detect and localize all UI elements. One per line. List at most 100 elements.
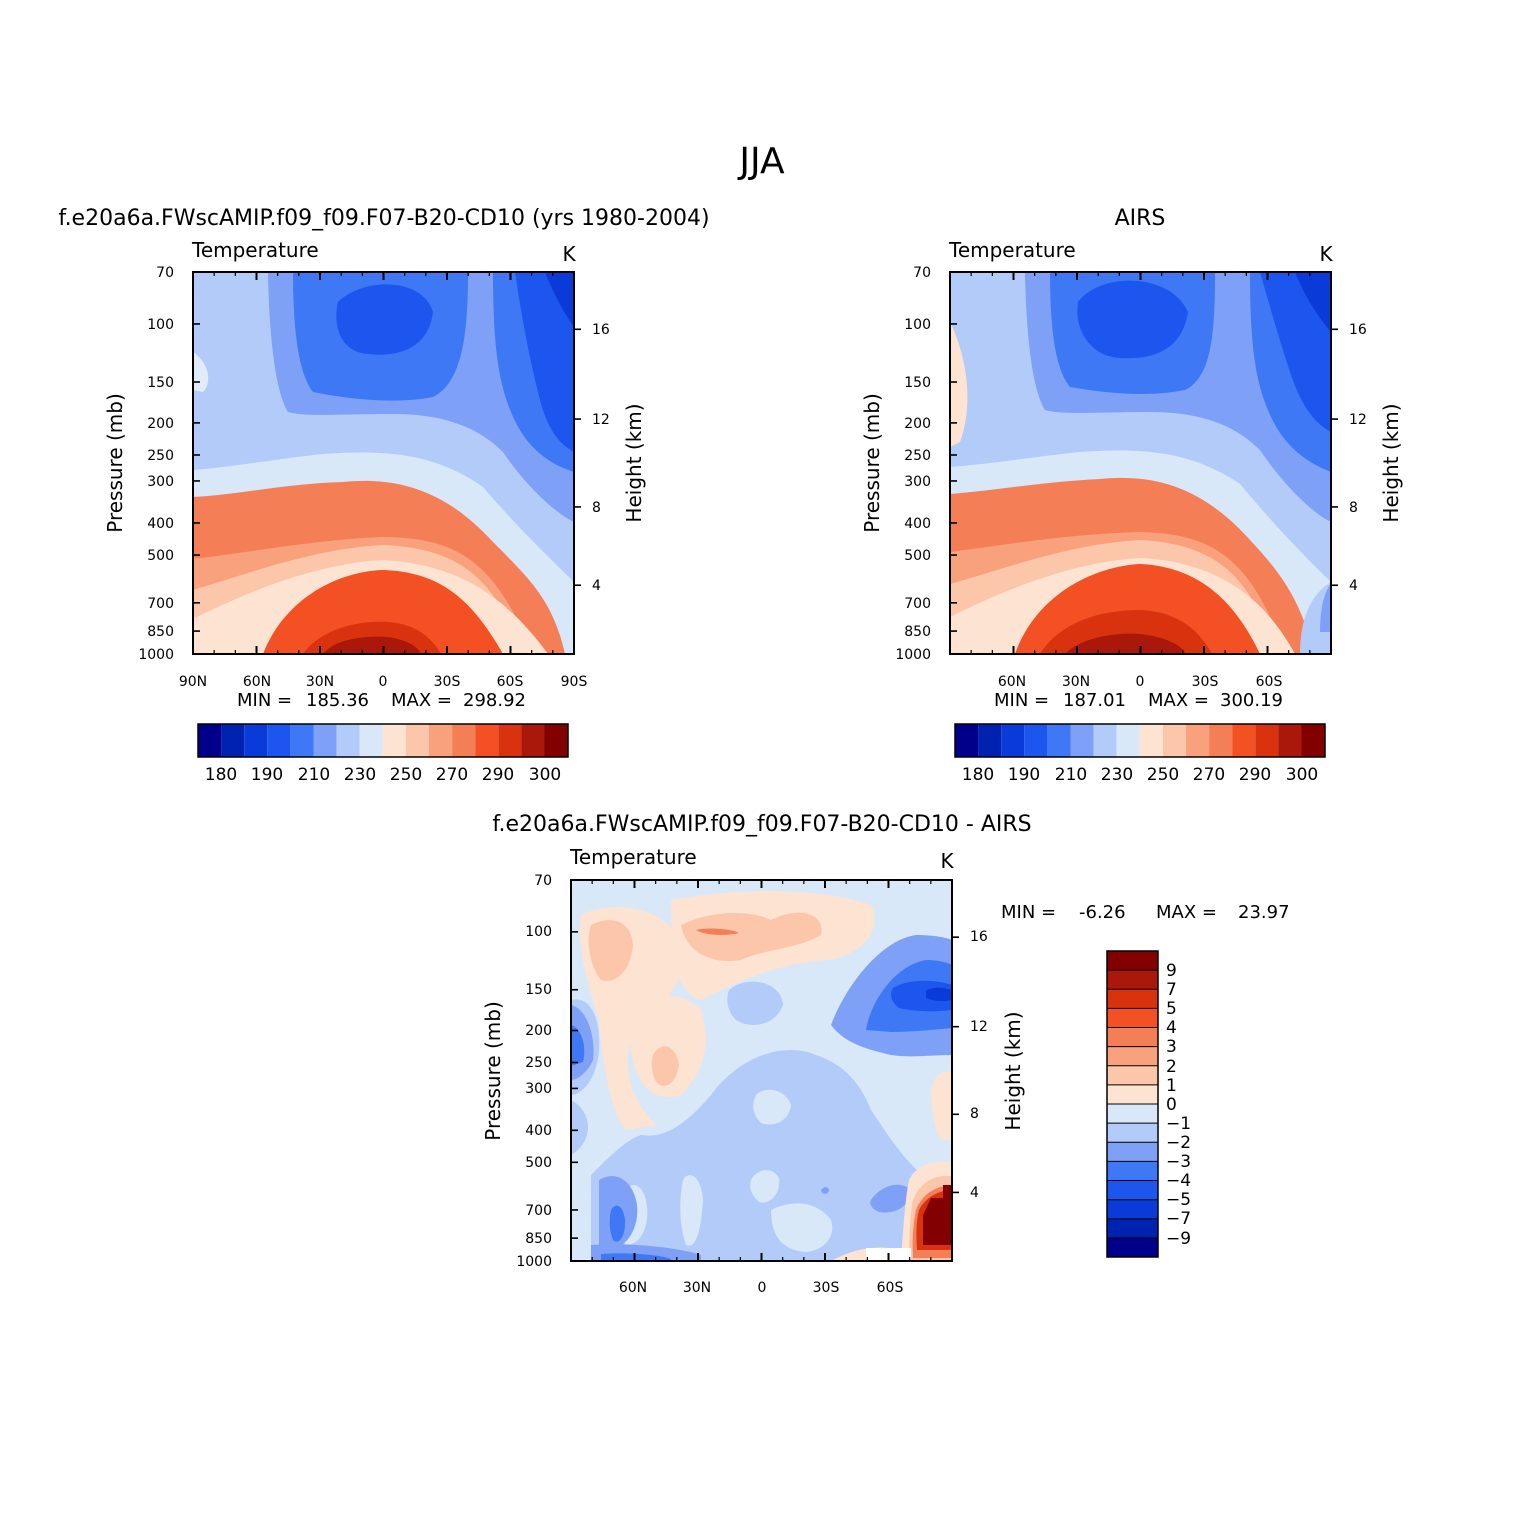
panel-diff-units: K xyxy=(940,849,954,873)
colorbar-box xyxy=(1107,1046,1158,1066)
colorbar-box xyxy=(221,724,245,757)
y-tick-label: 700 xyxy=(525,1203,552,1219)
colorbar-box xyxy=(1232,724,1256,757)
y-tick-label: 1000 xyxy=(138,647,174,663)
model-ylabel: Pressure (mb) xyxy=(103,393,127,533)
x-tick-label: 30N xyxy=(683,1280,711,1296)
y-tick-label: 1000 xyxy=(516,1254,552,1270)
colorbar-box xyxy=(1001,724,1025,757)
x-tick-label: 30S xyxy=(1192,674,1219,690)
y-tick-label: 700 xyxy=(904,596,931,612)
contour-band xyxy=(571,1025,585,1066)
y-tick-label: 250 xyxy=(525,1055,552,1071)
colorbar-box xyxy=(336,724,360,757)
colorbar-box xyxy=(1107,1161,1158,1181)
diff-x-ticks: 60N 30N 0 30S 60S xyxy=(619,1280,904,1296)
diff-max-value: 23.97 xyxy=(1238,902,1290,923)
colorbar-label: −5 xyxy=(1166,1190,1191,1210)
x-tick-label: 0 xyxy=(758,1280,767,1296)
obs-min-value: 187.01 xyxy=(1063,690,1126,711)
colorbar-label: −1 xyxy=(1166,1114,1191,1134)
contour-band xyxy=(870,1184,911,1213)
model-x-ticks: 90N 60N 30N 0 30S 60S 90S xyxy=(179,674,588,690)
obs-contour-field xyxy=(950,272,1331,654)
y-tick-label: 850 xyxy=(525,1231,552,1247)
colorbar-box xyxy=(405,724,429,757)
colorbar-box xyxy=(1162,724,1186,757)
colorbar-label: 250 xyxy=(390,765,422,785)
contour-band xyxy=(727,981,783,1025)
contour-band xyxy=(821,1187,829,1194)
colorbar-box xyxy=(1107,1008,1158,1028)
colorbar-box xyxy=(1107,1237,1158,1257)
panel-diff: f.e20a6a.FWscAMIP.f09_f09.F07-B20-CD10 -… xyxy=(481,812,1290,1296)
contour-band xyxy=(571,1100,588,1155)
x-tick-label: 60S xyxy=(497,674,524,690)
y-tick-label: 150 xyxy=(525,982,552,998)
colorbar-box xyxy=(1107,1123,1158,1143)
obs-max-value: 300.19 xyxy=(1220,690,1283,711)
x-tick-label: 60S xyxy=(877,1280,904,1296)
y-tick-label: 70 xyxy=(913,265,931,281)
model-max-value: 298.92 xyxy=(463,690,526,711)
colorbar-label: 5 xyxy=(1166,999,1177,1019)
colorbar-box xyxy=(521,724,545,757)
model-min-label: MIN = xyxy=(237,690,292,711)
colorbar-label: 270 xyxy=(1193,765,1225,785)
y-tick-label: 300 xyxy=(525,1081,552,1097)
colorbar-box xyxy=(1278,724,1302,757)
colorbar-label: 3 xyxy=(1166,1037,1177,1057)
colorbar-box xyxy=(290,724,314,757)
colorbar-label: 1 xyxy=(1166,1076,1177,1096)
colorbar-label: −2 xyxy=(1166,1133,1191,1153)
model-ylabel-right: Height (km) xyxy=(622,403,646,522)
obs-x-ticks: 60N 30N 0 30S 60S xyxy=(998,674,1283,690)
y2-tick-label: 4 xyxy=(970,1185,979,1201)
y-tick-label: 300 xyxy=(904,474,931,490)
y-tick-label: 500 xyxy=(147,548,174,564)
colorbar-label: 0 xyxy=(1166,1095,1177,1115)
colorbar-label: 290 xyxy=(1239,765,1271,785)
y-tick-label: 70 xyxy=(156,265,174,281)
obs-y2-ticks: 16 12 8 4 xyxy=(1349,322,1367,594)
contour-band xyxy=(1320,584,1331,632)
colorbar-label: 250 xyxy=(1147,765,1179,785)
y-tick-label: 200 xyxy=(525,1023,552,1039)
y2-tick-label: 12 xyxy=(1349,412,1367,428)
obs-colorbar: 180 190 210 230 250 270 290 300 xyxy=(954,723,1326,785)
contour-band xyxy=(1260,272,1331,432)
contour-band xyxy=(1077,280,1188,359)
colorbar-box xyxy=(1047,724,1071,757)
contour-band xyxy=(609,1205,626,1242)
colorbar-box xyxy=(1107,951,1158,971)
y2-tick-label: 16 xyxy=(1349,322,1367,338)
colorbar-labels: 180 190 210 230 250 270 290 300 xyxy=(962,765,1318,785)
panel-model-title: f.e20a6a.FWscAMIP.f09_f09.F07-B20-CD10 (… xyxy=(58,206,709,231)
contour-band xyxy=(696,928,739,935)
contour-band xyxy=(931,1071,952,1140)
contour-band xyxy=(651,1046,679,1086)
colorbar-box xyxy=(1107,1104,1158,1124)
y-tick-label: 400 xyxy=(525,1123,552,1139)
y-tick-label: 100 xyxy=(525,924,552,940)
diff-colorbar: 9 7 5 4 3 2 1 0 −1 −2 −3 −4 −5 −7 −9 xyxy=(1106,950,1191,1258)
colorbar-box xyxy=(1070,724,1094,757)
contour-band xyxy=(630,996,706,1098)
contour-band xyxy=(753,1089,791,1125)
y-tick-label: 70 xyxy=(534,873,552,889)
colorbar-box xyxy=(1301,724,1325,757)
y-tick-label: 100 xyxy=(904,317,931,333)
colorbar-labels: 180 190 210 230 250 270 290 300 xyxy=(205,765,561,785)
contour-band xyxy=(926,987,952,1002)
colorbar-box xyxy=(382,724,406,757)
colorbar-label: 190 xyxy=(1008,765,1040,785)
y-tick-label: 300 xyxy=(147,474,174,490)
model-y2-ticks: 16 12 8 4 xyxy=(592,322,610,594)
contour-band xyxy=(1300,582,1331,654)
contour-band xyxy=(336,284,433,355)
colorbar-label: 210 xyxy=(298,765,330,785)
diff-y2-ticks: 16 12 8 4 xyxy=(970,929,988,1201)
contour-band xyxy=(588,920,633,981)
colorbar-box xyxy=(1209,724,1233,757)
y-tick-label: 850 xyxy=(904,624,931,640)
